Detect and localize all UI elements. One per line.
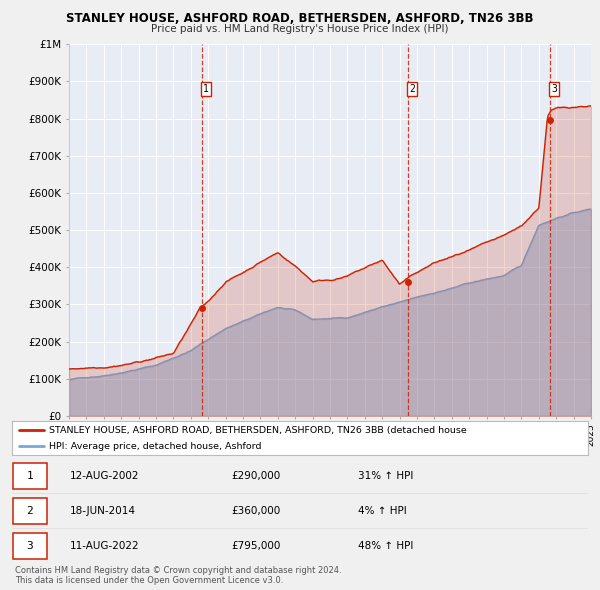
Text: £290,000: £290,000: [231, 471, 280, 481]
Text: Contains HM Land Registry data © Crown copyright and database right 2024.: Contains HM Land Registry data © Crown c…: [15, 566, 341, 575]
Text: STANLEY HOUSE, ASHFORD ROAD, BETHERSDEN, ASHFORD, TN26 3BB (detached house: STANLEY HOUSE, ASHFORD ROAD, BETHERSDEN,…: [49, 425, 467, 435]
Text: 31% ↑ HPI: 31% ↑ HPI: [358, 471, 413, 481]
FancyBboxPatch shape: [13, 463, 47, 489]
Text: £795,000: £795,000: [231, 541, 280, 551]
Text: £360,000: £360,000: [231, 506, 280, 516]
FancyBboxPatch shape: [13, 533, 47, 559]
Text: 1: 1: [203, 84, 209, 94]
Text: 1: 1: [26, 471, 33, 481]
Text: HPI: Average price, detached house, Ashford: HPI: Average price, detached house, Ashf…: [49, 441, 262, 451]
Text: 11-AUG-2022: 11-AUG-2022: [70, 541, 139, 551]
Text: 2: 2: [26, 506, 33, 516]
Text: 2: 2: [409, 84, 415, 94]
Text: 12-AUG-2002: 12-AUG-2002: [70, 471, 139, 481]
Text: 48% ↑ HPI: 48% ↑ HPI: [358, 541, 413, 551]
Text: 4% ↑ HPI: 4% ↑ HPI: [358, 506, 406, 516]
FancyBboxPatch shape: [13, 499, 47, 523]
Text: 3: 3: [551, 84, 557, 94]
Text: 3: 3: [26, 541, 33, 551]
Text: STANLEY HOUSE, ASHFORD ROAD, BETHERSDEN, ASHFORD, TN26 3BB: STANLEY HOUSE, ASHFORD ROAD, BETHERSDEN,…: [66, 12, 534, 25]
Text: 18-JUN-2014: 18-JUN-2014: [70, 506, 136, 516]
Text: Price paid vs. HM Land Registry's House Price Index (HPI): Price paid vs. HM Land Registry's House …: [151, 24, 449, 34]
Text: This data is licensed under the Open Government Licence v3.0.: This data is licensed under the Open Gov…: [15, 576, 283, 585]
